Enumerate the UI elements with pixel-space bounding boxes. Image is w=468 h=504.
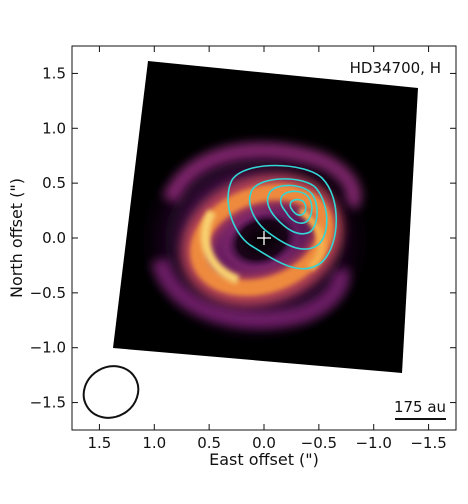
x-tick-label-5: −1.0 (355, 434, 391, 452)
contour-level-2 (248, 178, 328, 250)
x-tick-label-0: 1.5 (87, 434, 111, 452)
x-tick-label-2: 0.5 (197, 434, 221, 452)
x-tick-label-6: −1.5 (410, 434, 446, 452)
contour-level-3 (266, 184, 318, 235)
y-axis-ticks: 1.5 1.0 0.5 0.0 −0.5 −1.0 −1.5 (30, 64, 456, 412)
beam-ellipse (82, 365, 140, 419)
contour-level-4 (279, 190, 313, 224)
contour-set (227, 164, 337, 270)
x-tick-label-1: 1.0 (142, 434, 166, 452)
spiral-arm-south (151, 257, 350, 329)
y-tick-label-2: 0.5 (42, 174, 66, 192)
image-area (82, 61, 446, 420)
y-tick-label-6: −1.5 (30, 394, 66, 412)
y-tick-label-0: 1.5 (42, 64, 66, 82)
x-tick-label-3: 0.0 (252, 434, 276, 452)
y-tick-label-5: −1.0 (30, 339, 66, 357)
ring-bright-arc-west (297, 206, 326, 271)
y-axis-label: North offset (") (7, 178, 26, 298)
disk-ring (190, 184, 334, 296)
x-tick-label-4: −0.5 (301, 434, 337, 452)
x-axis-label: East offset (") (209, 450, 319, 469)
y-tick-label-3: 0.0 (42, 229, 66, 247)
y-tick-label-1: 1.0 (42, 119, 66, 137)
contour-level-1 (227, 164, 337, 270)
y-tick-label-4: −0.5 (30, 284, 66, 302)
ring-bright-arc-east (200, 209, 240, 285)
inner-cavity (227, 212, 297, 268)
object-label: HD34700, H (350, 59, 441, 77)
scale-bar-label: 175 au (394, 398, 446, 416)
star-marker (257, 231, 271, 245)
contour-level-5 (289, 198, 307, 216)
x-axis-ticks: 1.5 1.0 0.5 0.0 −0.5 −1.0 −1.5 (87, 46, 447, 452)
spiral-arm-north (162, 142, 362, 211)
